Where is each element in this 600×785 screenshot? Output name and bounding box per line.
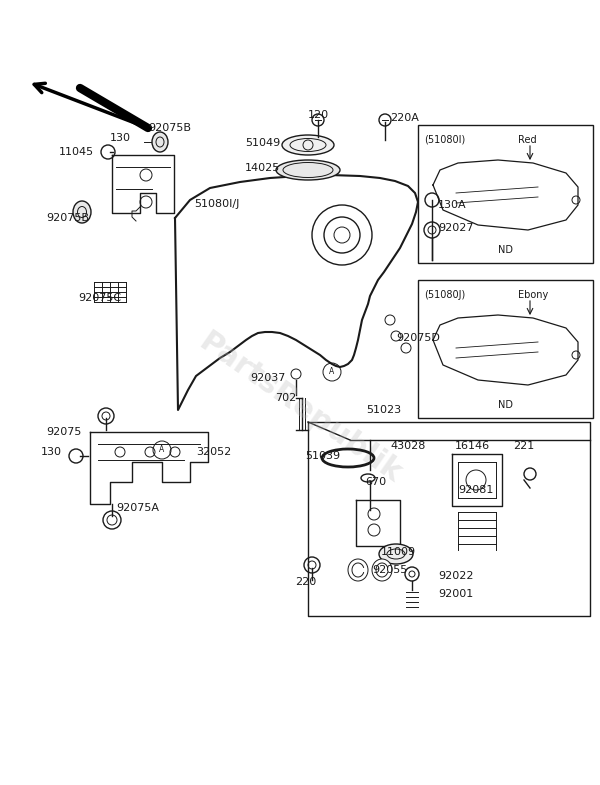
Text: 11009: 11009 bbox=[380, 547, 416, 557]
Text: 130: 130 bbox=[41, 447, 62, 457]
Ellipse shape bbox=[372, 559, 392, 581]
Text: 670: 670 bbox=[365, 477, 386, 487]
Text: A: A bbox=[329, 367, 335, 377]
Ellipse shape bbox=[276, 160, 340, 180]
Text: (51080J): (51080J) bbox=[424, 290, 465, 300]
Ellipse shape bbox=[73, 201, 91, 223]
Ellipse shape bbox=[361, 474, 375, 482]
Text: 51049: 51049 bbox=[245, 138, 280, 148]
Text: Red: Red bbox=[518, 135, 536, 145]
Text: A: A bbox=[160, 446, 164, 455]
Text: 220: 220 bbox=[295, 577, 317, 587]
Text: 120: 120 bbox=[307, 110, 329, 120]
Text: 92075B: 92075B bbox=[148, 123, 191, 133]
Text: 43028: 43028 bbox=[391, 441, 425, 451]
Text: Ebony: Ebony bbox=[518, 290, 548, 300]
Text: 92075A: 92075A bbox=[116, 503, 160, 513]
Text: (51080I): (51080I) bbox=[424, 135, 465, 145]
Text: 221: 221 bbox=[514, 441, 535, 451]
Text: 51039: 51039 bbox=[305, 451, 340, 461]
Text: 11045: 11045 bbox=[58, 147, 94, 157]
Bar bbox=[418, 280, 593, 418]
Ellipse shape bbox=[379, 544, 413, 564]
Text: 51023: 51023 bbox=[367, 405, 401, 415]
Text: 92075: 92075 bbox=[47, 427, 82, 437]
Text: PartsRepublik: PartsRepublik bbox=[193, 327, 407, 489]
Text: ND: ND bbox=[498, 245, 513, 255]
Text: 92022: 92022 bbox=[438, 571, 473, 581]
Bar bbox=[418, 125, 593, 263]
Ellipse shape bbox=[348, 559, 368, 581]
Text: 92075B: 92075B bbox=[47, 213, 89, 223]
Text: 92081: 92081 bbox=[458, 485, 494, 495]
Text: 51080I/J: 51080I/J bbox=[194, 199, 240, 209]
Text: 92001: 92001 bbox=[438, 589, 473, 599]
Text: 220A: 220A bbox=[390, 113, 419, 123]
Ellipse shape bbox=[152, 132, 168, 152]
Text: 92055: 92055 bbox=[373, 565, 407, 575]
Ellipse shape bbox=[282, 135, 334, 155]
Text: 92075C: 92075C bbox=[79, 293, 122, 303]
Text: 14025: 14025 bbox=[245, 163, 280, 173]
Text: 92027: 92027 bbox=[438, 223, 473, 233]
Text: 130: 130 bbox=[110, 133, 131, 143]
Text: 92037: 92037 bbox=[251, 373, 286, 383]
Text: ND: ND bbox=[498, 400, 513, 410]
Text: 32052: 32052 bbox=[196, 447, 231, 457]
Text: 130A: 130A bbox=[438, 200, 467, 210]
Text: 92075D: 92075D bbox=[396, 333, 440, 343]
Text: 16146: 16146 bbox=[454, 441, 490, 451]
Text: 702: 702 bbox=[275, 393, 296, 403]
